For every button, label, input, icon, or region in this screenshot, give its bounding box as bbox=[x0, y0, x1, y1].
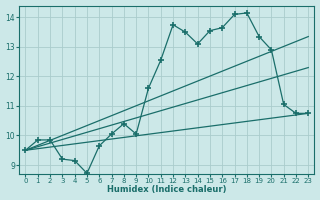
X-axis label: Humidex (Indice chaleur): Humidex (Indice chaleur) bbox=[107, 185, 227, 194]
